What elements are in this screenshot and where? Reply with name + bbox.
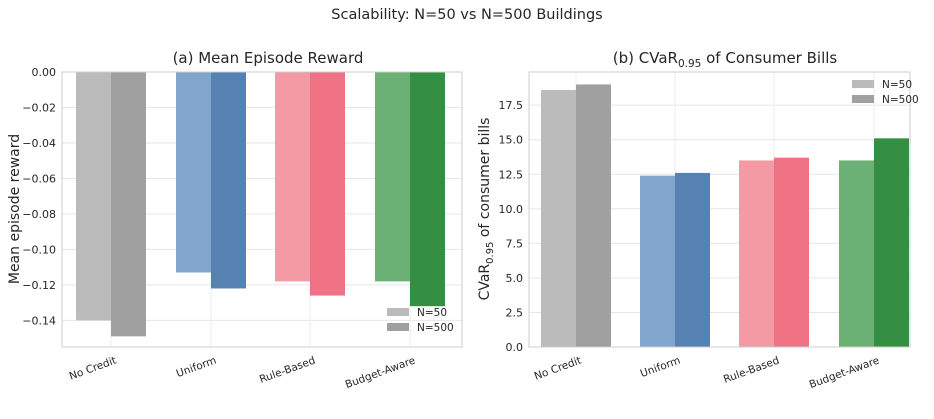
panel-a-bar-uniform-n500 [211,72,246,289]
panel-a-ylabel: Mean episode reward [7,134,23,284]
panel-b-category-label: No Credit [533,355,583,383]
figure-suptitle: Scalability: N=50 vs N=500 Buildings [331,7,602,23]
panel-a: (a) Mean Episode Reward Mean episode rew… [7,49,463,391]
panel-b-legend-swatch [852,95,874,103]
panel-a-ytick-label: −0.02 [22,101,56,114]
panel-b-ytick-label: 7.5 [506,237,524,250]
panel-b-legend-label: N=500 [882,94,919,106]
panel-b-ytick-label: 5.0 [506,272,524,285]
panel-a-title: (a) Mean Episode Reward [173,49,364,67]
panel-a-frame [61,71,463,348]
panel-a-legend-swatch [387,323,409,331]
panel-b-ylabel: CVaR0.95 of consumer bills [477,118,496,301]
panel-a-category-label: Budget-Aware [344,355,417,391]
panel-a-legend-label: N=50 [417,307,447,319]
panel-b-legend-swatch [852,80,874,88]
panel-b-category-label: Rule-Based [722,355,781,386]
panel-a-ytick-label: −0.06 [22,172,56,185]
panel-a-ytick-label: −0.12 [22,279,56,292]
panel-b-frame [528,71,911,348]
panel-a-ytick-label: −0.04 [22,137,56,150]
panel-b-bar-budget-aware-n50 [839,160,874,347]
panel-b-bar-uniform-n500 [675,172,710,347]
panel-a-legend: N=50 N=500 [387,307,454,334]
panel-a-ytick-label: −0.08 [22,208,56,221]
panel-b-bar-budget-aware-n500 [874,138,909,347]
panel-a-category-label: No Credit [68,355,118,383]
panel-a-ytick-label: −0.10 [22,243,56,256]
panel-a-bar-budget-aware-n500 [410,72,445,307]
panel-a-ytick-label: −0.14 [22,314,56,327]
panel-a-category-label: Rule-Based [258,355,317,386]
panel-b-category-label: Uniform [639,355,682,381]
panel-a-ytick-label: 0.00 [32,66,57,79]
panel-a-bar-no-credit-n500 [111,72,146,337]
panel-a-category-label: Uniform [175,355,218,381]
panel-b-legend-label: N=50 [882,79,912,91]
panel-a-bar-rule-based-n500 [310,72,345,296]
panel-b-bar-rule-based-n50 [739,160,774,347]
panel-b-ytick-label: 2.5 [506,306,524,319]
panel-a-legend-label: N=500 [417,322,454,334]
panel-b-ytick-label: 0.0 [506,341,524,354]
panel-b-bar-rule-based-n500 [774,157,809,347]
panel-b-ytick-label: 10.0 [499,203,524,216]
panel-b-ytick-label: 17.5 [499,99,524,112]
panel-b-ytick-label: 15.0 [499,134,524,147]
panel-b-category-label: Budget-Aware [808,355,881,391]
panel-a-bar-budget-aware-n50 [375,72,410,282]
panel-b-ytick-label: 12.5 [499,168,524,181]
panel-a-legend-swatch [387,308,409,316]
panel-b-bar-no-credit-n500 [576,84,611,347]
panel-b: (b) CVaR0.95 of Consumer Bills CVaR0.95 … [477,49,919,391]
panel-a-bar-rule-based-n50 [275,72,310,282]
panel-b-bar-uniform-n50 [640,175,675,347]
panel-a-bar-no-credit-n50 [76,72,111,321]
panel-a-bar-uniform-n50 [176,72,211,273]
panel-b-title: (b) CVaR0.95 of Consumer Bills [613,49,838,70]
panel-b-legend: N=50 N=500 [852,79,919,106]
panel-b-bar-no-credit-n50 [541,89,576,348]
